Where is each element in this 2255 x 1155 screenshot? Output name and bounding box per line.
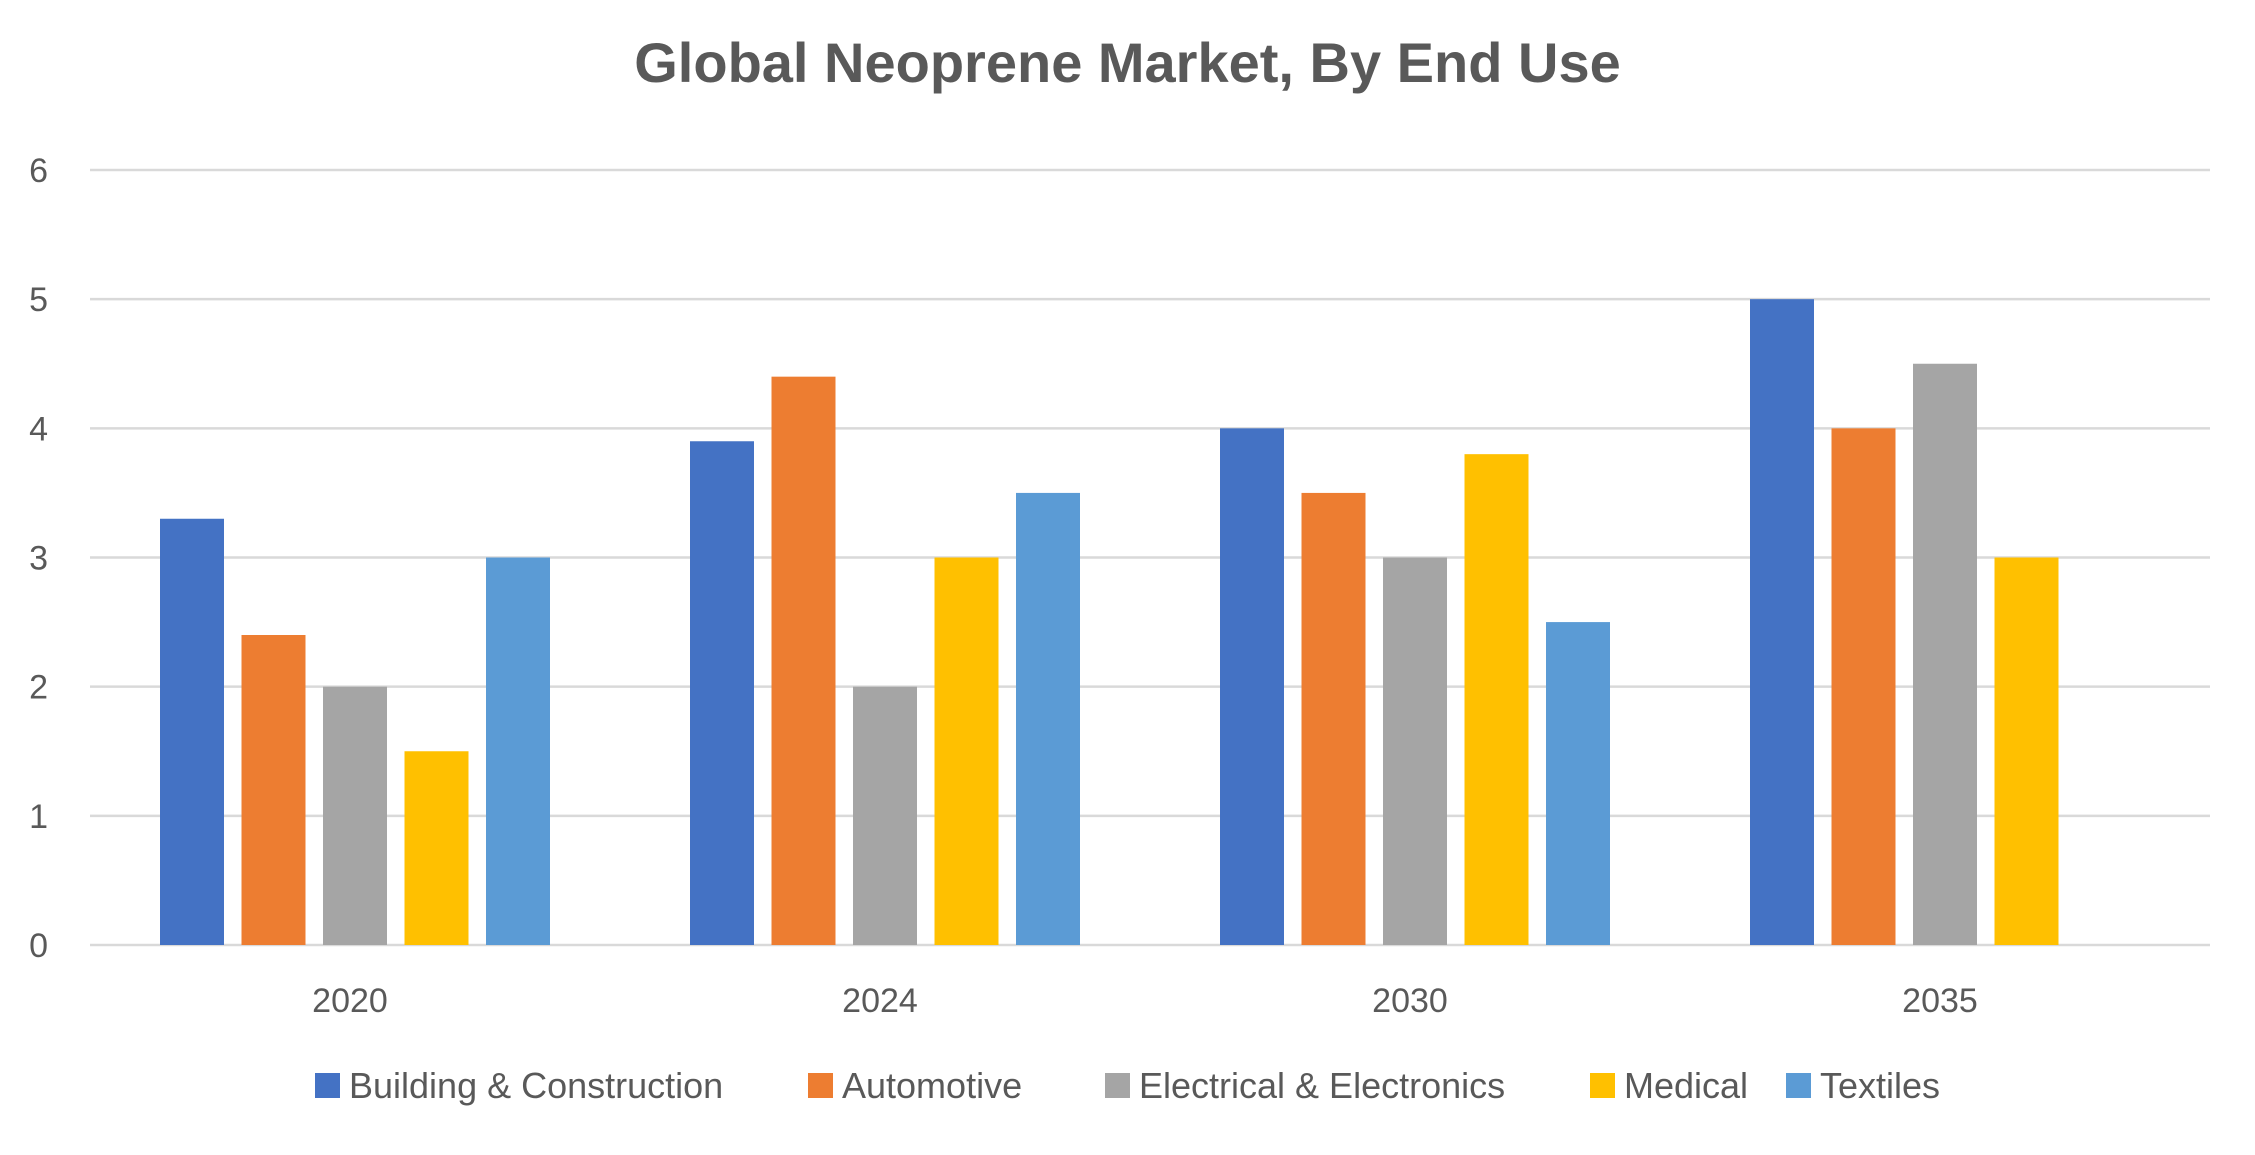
bar <box>241 635 306 945</box>
legend-swatch <box>1590 1073 1615 1098</box>
y-tick-label: 6 <box>29 152 48 190</box>
x-tick-label: 2020 <box>312 982 388 1020</box>
chart-title: Global Neoprene Market, By End Use <box>634 31 1621 94</box>
bar <box>1750 299 1814 946</box>
bars <box>160 299 2059 946</box>
x-tick-label: 2030 <box>1372 982 1448 1020</box>
y-tick-label: 2 <box>29 669 48 707</box>
y-tick-label: 0 <box>29 927 48 965</box>
legend-swatch <box>1786 1073 1811 1098</box>
x-tick-label: 2024 <box>842 982 918 1020</box>
legend-label: Electrical & Electronics <box>1139 1065 1505 1106</box>
y-tick-label: 4 <box>29 410 48 448</box>
legend-swatch <box>1105 1073 1130 1098</box>
legend: Building & Construction Automotive Electri… <box>315 1065 1940 1106</box>
bar <box>323 686 387 945</box>
bar <box>1546 622 1610 945</box>
bar <box>1220 428 1284 945</box>
bar <box>1994 557 2059 945</box>
legend-label: Building & Construction <box>349 1065 723 1106</box>
legend-label: Automotive <box>842 1065 1022 1106</box>
legend-swatch <box>315 1073 340 1098</box>
bar <box>853 686 917 945</box>
bar <box>1913 363 1977 945</box>
bar <box>1464 454 1529 945</box>
y-axis-tick-labels: 0 1 2 3 4 5 6 <box>29 152 48 965</box>
bar <box>690 441 754 945</box>
x-tick-label: 2035 <box>1902 982 1978 1020</box>
bar <box>486 557 550 945</box>
y-tick-label: 5 <box>29 281 48 319</box>
x-axis-tick-labels: 2020 2024 2030 2035 <box>312 982 1978 1020</box>
bar <box>1831 428 1896 945</box>
y-tick-label: 1 <box>29 798 48 836</box>
bar <box>771 376 836 946</box>
bar <box>160 518 224 945</box>
bar <box>1016 492 1080 945</box>
bar <box>934 557 999 945</box>
bar <box>1383 557 1447 945</box>
bar <box>1301 492 1366 945</box>
legend-label: Textiles <box>1820 1065 1940 1106</box>
y-tick-label: 3 <box>29 540 48 578</box>
legend-swatch <box>808 1073 833 1098</box>
bar <box>404 751 469 945</box>
legend-label: Medical <box>1624 1065 1748 1106</box>
